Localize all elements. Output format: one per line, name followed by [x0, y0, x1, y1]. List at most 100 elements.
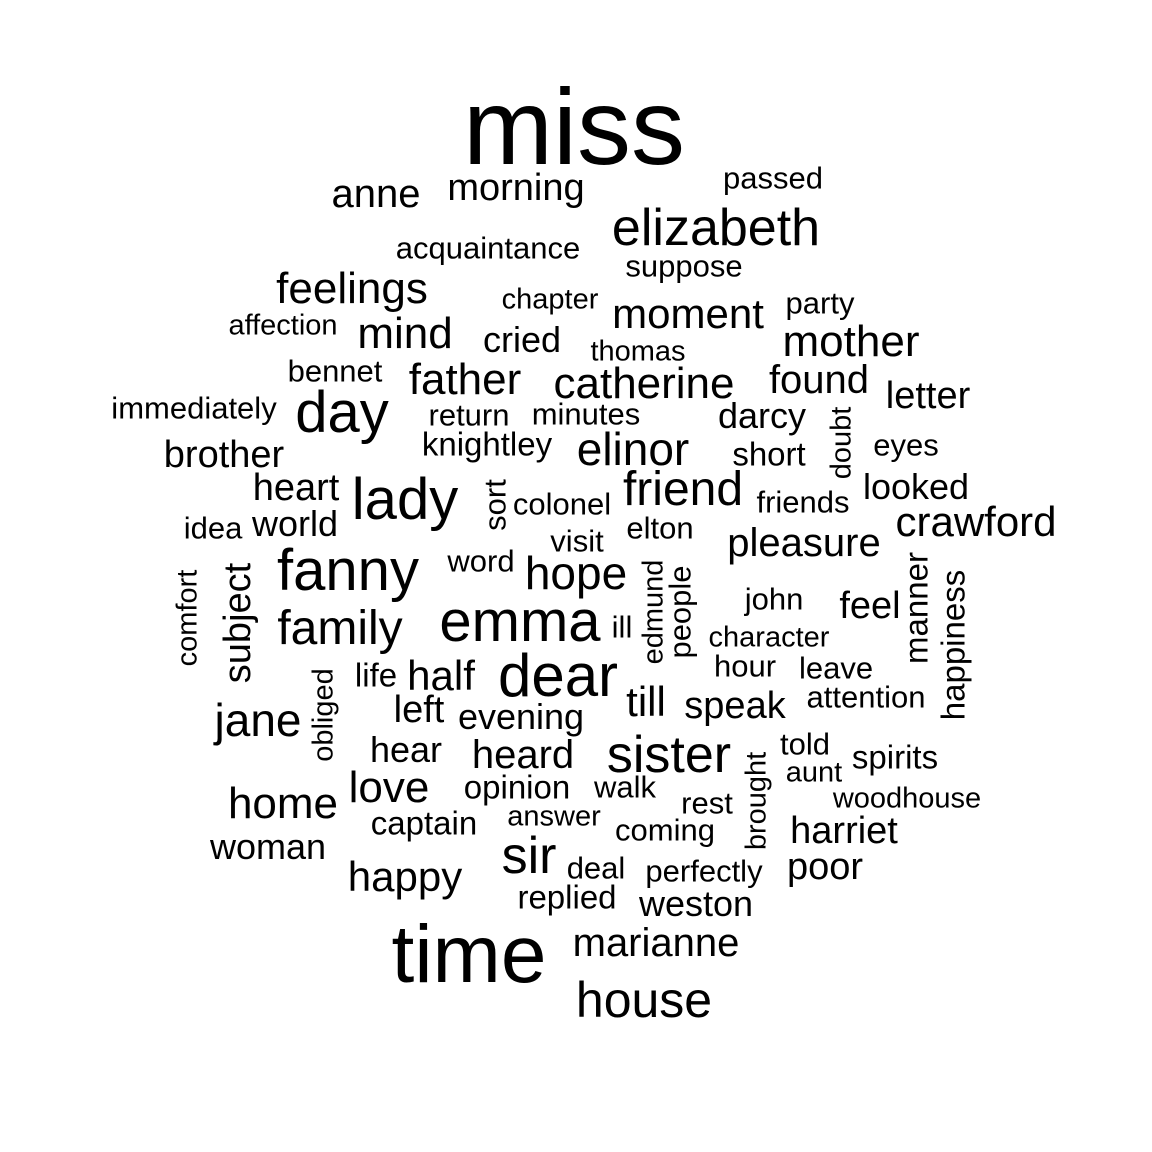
word-time: time: [391, 909, 547, 1000]
word-answer: answer: [507, 800, 601, 833]
word-darcy: darcy: [717, 395, 807, 436]
word-mind: mind: [357, 309, 453, 358]
word-anne: anne: [331, 172, 421, 216]
word-weston: weston: [638, 883, 754, 924]
word-acquaintance: acquaintance: [395, 230, 581, 266]
word-family: family: [277, 602, 403, 655]
word-love: love: [348, 763, 430, 812]
word-elinor: elinor: [576, 423, 690, 475]
word-bennet: bennet: [287, 353, 383, 389]
word-life: life: [354, 656, 398, 694]
word-people: people: [662, 565, 698, 659]
word-subject: subject: [217, 562, 259, 684]
word-hope: hope: [524, 547, 628, 599]
word-hear: hear: [369, 729, 443, 770]
word-lady: lady: [351, 467, 459, 532]
word-brought: brought: [740, 751, 773, 851]
word-day: day: [295, 380, 389, 445]
word-happiness: happiness: [934, 569, 972, 721]
word-rest: rest: [681, 785, 733, 821]
word-house: house: [575, 972, 713, 1028]
word-idea: idea: [183, 510, 243, 546]
word-attention: attention: [806, 679, 926, 715]
word-harriet: harriet: [790, 810, 898, 852]
word-affection: affection: [228, 309, 338, 342]
word-john: john: [744, 581, 804, 617]
word-short: short: [732, 435, 806, 473]
word-fanny: fanny: [277, 538, 419, 603]
word-happy: happy: [347, 853, 463, 900]
word-emma: emma: [439, 589, 601, 654]
word-eyes: eyes: [873, 427, 939, 463]
word-colonel: colonel: [512, 486, 612, 522]
word-aunt: aunt: [785, 756, 843, 789]
word-word: word: [447, 543, 515, 579]
word-captain: captain: [370, 804, 478, 842]
word-jane: jane: [214, 694, 302, 746]
word-passed: passed: [723, 160, 823, 196]
word-doubt: doubt: [825, 406, 858, 480]
word-manner: manner: [897, 552, 935, 664]
word-evening: evening: [457, 696, 585, 737]
word-catherine: catherine: [553, 359, 735, 408]
word-speak: speak: [684, 685, 786, 727]
word-ill: ill: [611, 609, 633, 645]
word-sir: sir: [501, 827, 557, 885]
word-heard: heard: [471, 733, 575, 777]
word-half: half: [407, 652, 475, 699]
word-crawford: crawford: [895, 498, 1057, 545]
word-home: home: [227, 779, 339, 828]
word-party: party: [785, 285, 855, 321]
word-deal: deal: [566, 850, 626, 886]
word-told: told: [780, 726, 830, 762]
word-thomas: thomas: [590, 335, 686, 368]
word-looked: looked: [862, 466, 970, 507]
word-return: return: [428, 397, 510, 433]
word-marianne: marianne: [572, 921, 740, 965]
word-father: father: [408, 355, 522, 404]
word-friends: friends: [756, 484, 850, 520]
word-knightley: knightley: [421, 425, 553, 463]
word-elton: elton: [626, 510, 694, 546]
word-friend: friend: [622, 463, 744, 516]
word-dear: dear: [497, 642, 619, 709]
word-feel: feel: [839, 585, 901, 627]
word-feelings: feelings: [276, 264, 428, 313]
word-woodhouse: woodhouse: [832, 782, 982, 815]
word-walk: walk: [593, 769, 657, 805]
word-spirits: spirits: [851, 738, 939, 776]
word-hour: hour: [713, 648, 777, 684]
word-cried: cried: [482, 319, 562, 360]
word-mother: mother: [782, 317, 920, 366]
word-coming: coming: [615, 812, 715, 848]
word-till: till: [626, 678, 666, 725]
word-character: character: [708, 621, 830, 654]
word-elizabeth: elizabeth: [611, 199, 821, 257]
word-heart: heart: [252, 467, 340, 509]
word-comfort: comfort: [171, 569, 204, 667]
word-replied: replied: [517, 878, 617, 916]
word-found: found: [768, 358, 870, 402]
word-pleasure: pleasure: [727, 521, 881, 565]
word-obliged: obliged: [307, 668, 340, 762]
word-brother: brother: [163, 434, 285, 476]
word-left: left: [393, 689, 445, 731]
word-suppose: suppose: [625, 248, 743, 284]
word-perfectly: perfectly: [645, 853, 763, 889]
word-chapter: chapter: [501, 283, 599, 316]
word-poor: poor: [786, 846, 864, 888]
word-sort: sort: [477, 479, 513, 531]
word-world: world: [251, 503, 339, 544]
word-miss: miss: [463, 66, 685, 187]
word-immediately: immediately: [111, 390, 277, 426]
word-leave: leave: [798, 650, 874, 686]
word-visit: visit: [550, 523, 604, 559]
word-woman: woman: [209, 826, 327, 867]
word-minutes: minutes: [531, 396, 641, 432]
word-moment: moment: [612, 290, 764, 337]
word-sister: sister: [606, 726, 732, 784]
word-opinion: opinion: [463, 768, 571, 806]
word-morning: morning: [447, 167, 585, 209]
word-letter: letter: [885, 375, 971, 417]
